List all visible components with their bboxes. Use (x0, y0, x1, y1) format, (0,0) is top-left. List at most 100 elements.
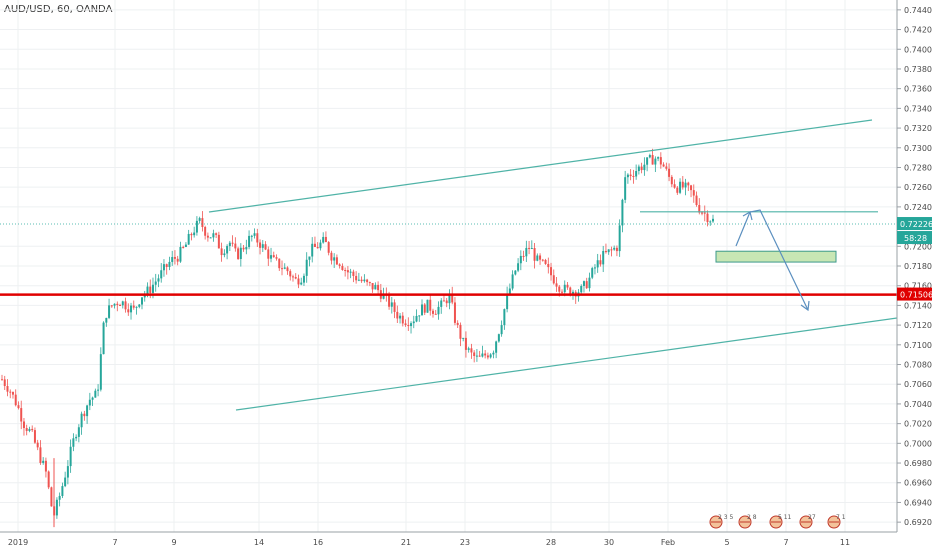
candle-body (113, 303, 116, 306)
candle-body (670, 176, 673, 185)
support-price-tag (897, 287, 932, 301)
arrow-head-down-icon (800, 300, 810, 312)
candle-body (226, 246, 229, 254)
candle-body (28, 428, 31, 431)
event-count: 7 1 (836, 514, 846, 521)
candle-body (250, 235, 253, 237)
candle-body (440, 300, 443, 307)
candle-body (618, 225, 621, 252)
support-price-label: 0.71506 (900, 291, 932, 300)
candle-body (514, 270, 517, 275)
candle-body (596, 260, 599, 268)
candle-body (690, 185, 693, 191)
candle-body (75, 436, 78, 439)
candle-body (421, 304, 424, 316)
candle-body (399, 315, 402, 319)
candle-body (588, 277, 591, 289)
channel-upper-line[interactable] (208, 119, 873, 213)
time-tick-label: 21 (401, 538, 411, 547)
candle-body (522, 255, 525, 257)
candle-body (415, 315, 418, 322)
candle-body (190, 233, 193, 236)
candle-body (242, 247, 245, 250)
candle-body (261, 244, 264, 248)
time-tick-label: 11 (840, 538, 850, 547)
candle-body (475, 355, 478, 357)
demand-zone[interactable] (715, 250, 837, 263)
candle-body (66, 466, 69, 478)
candle-body (519, 255, 522, 264)
candle-body (665, 166, 668, 169)
candles (1, 148, 714, 528)
candle-body (448, 293, 451, 304)
candle-body (591, 268, 594, 278)
candle-body (492, 352, 495, 355)
candle-body (168, 261, 171, 267)
drawings[interactable] (0, 119, 898, 411)
candle-body (14, 394, 17, 406)
candle-body (313, 243, 316, 247)
candle-body (508, 288, 511, 295)
candle-body (593, 267, 596, 269)
candle-body (456, 322, 459, 325)
economic-events[interactable]: 2 3 5 2 8 5 11 27 7 1 (709, 514, 846, 529)
candle-body (220, 248, 223, 256)
candle-body (426, 299, 429, 313)
candle-body (489, 354, 492, 358)
candle-body (17, 405, 20, 409)
candle-body (687, 182, 690, 186)
candle-body (629, 174, 632, 177)
candle-body (613, 247, 616, 250)
candle-body (511, 274, 514, 289)
candle-body (237, 248, 240, 259)
candle-body (305, 259, 308, 276)
candle-body (1, 379, 3, 381)
candle-body (198, 218, 201, 221)
candle-body (184, 244, 187, 247)
candle-body (695, 195, 698, 206)
candle-body (217, 234, 220, 249)
candle-body (33, 430, 36, 443)
channel-lower-line[interactable] (235, 317, 898, 411)
candle-body (231, 242, 234, 244)
candle-body (412, 321, 415, 324)
candle-body (626, 174, 629, 178)
candle-body (643, 164, 646, 171)
time-axis[interactable]: 2019 7 9 14 16 21 23 28 30 Feb 5 7 11 (0, 531, 897, 547)
candle-body (355, 275, 358, 281)
candle-body (703, 212, 706, 214)
candle-body (346, 270, 349, 273)
event-count: 5 11 (778, 514, 792, 521)
candle-body (357, 279, 360, 281)
candle-body (335, 257, 338, 265)
candle-body (39, 447, 42, 463)
time-tick-label: 2019 (8, 538, 28, 547)
candle-body (316, 246, 319, 249)
candle-body (248, 235, 251, 248)
candle-body (324, 236, 327, 243)
candle-body (25, 428, 28, 431)
projection-path[interactable] (735, 209, 809, 311)
candle-body (517, 263, 520, 271)
candle-body (228, 242, 231, 247)
candle-body (536, 255, 539, 261)
candle-body (259, 242, 262, 248)
candle-body (676, 187, 679, 193)
candle-body (110, 305, 113, 307)
countdown-tag (897, 231, 932, 245)
candle-body (121, 301, 124, 306)
candle-body (374, 284, 377, 290)
candle-body (615, 247, 618, 252)
candle-body (291, 276, 294, 278)
